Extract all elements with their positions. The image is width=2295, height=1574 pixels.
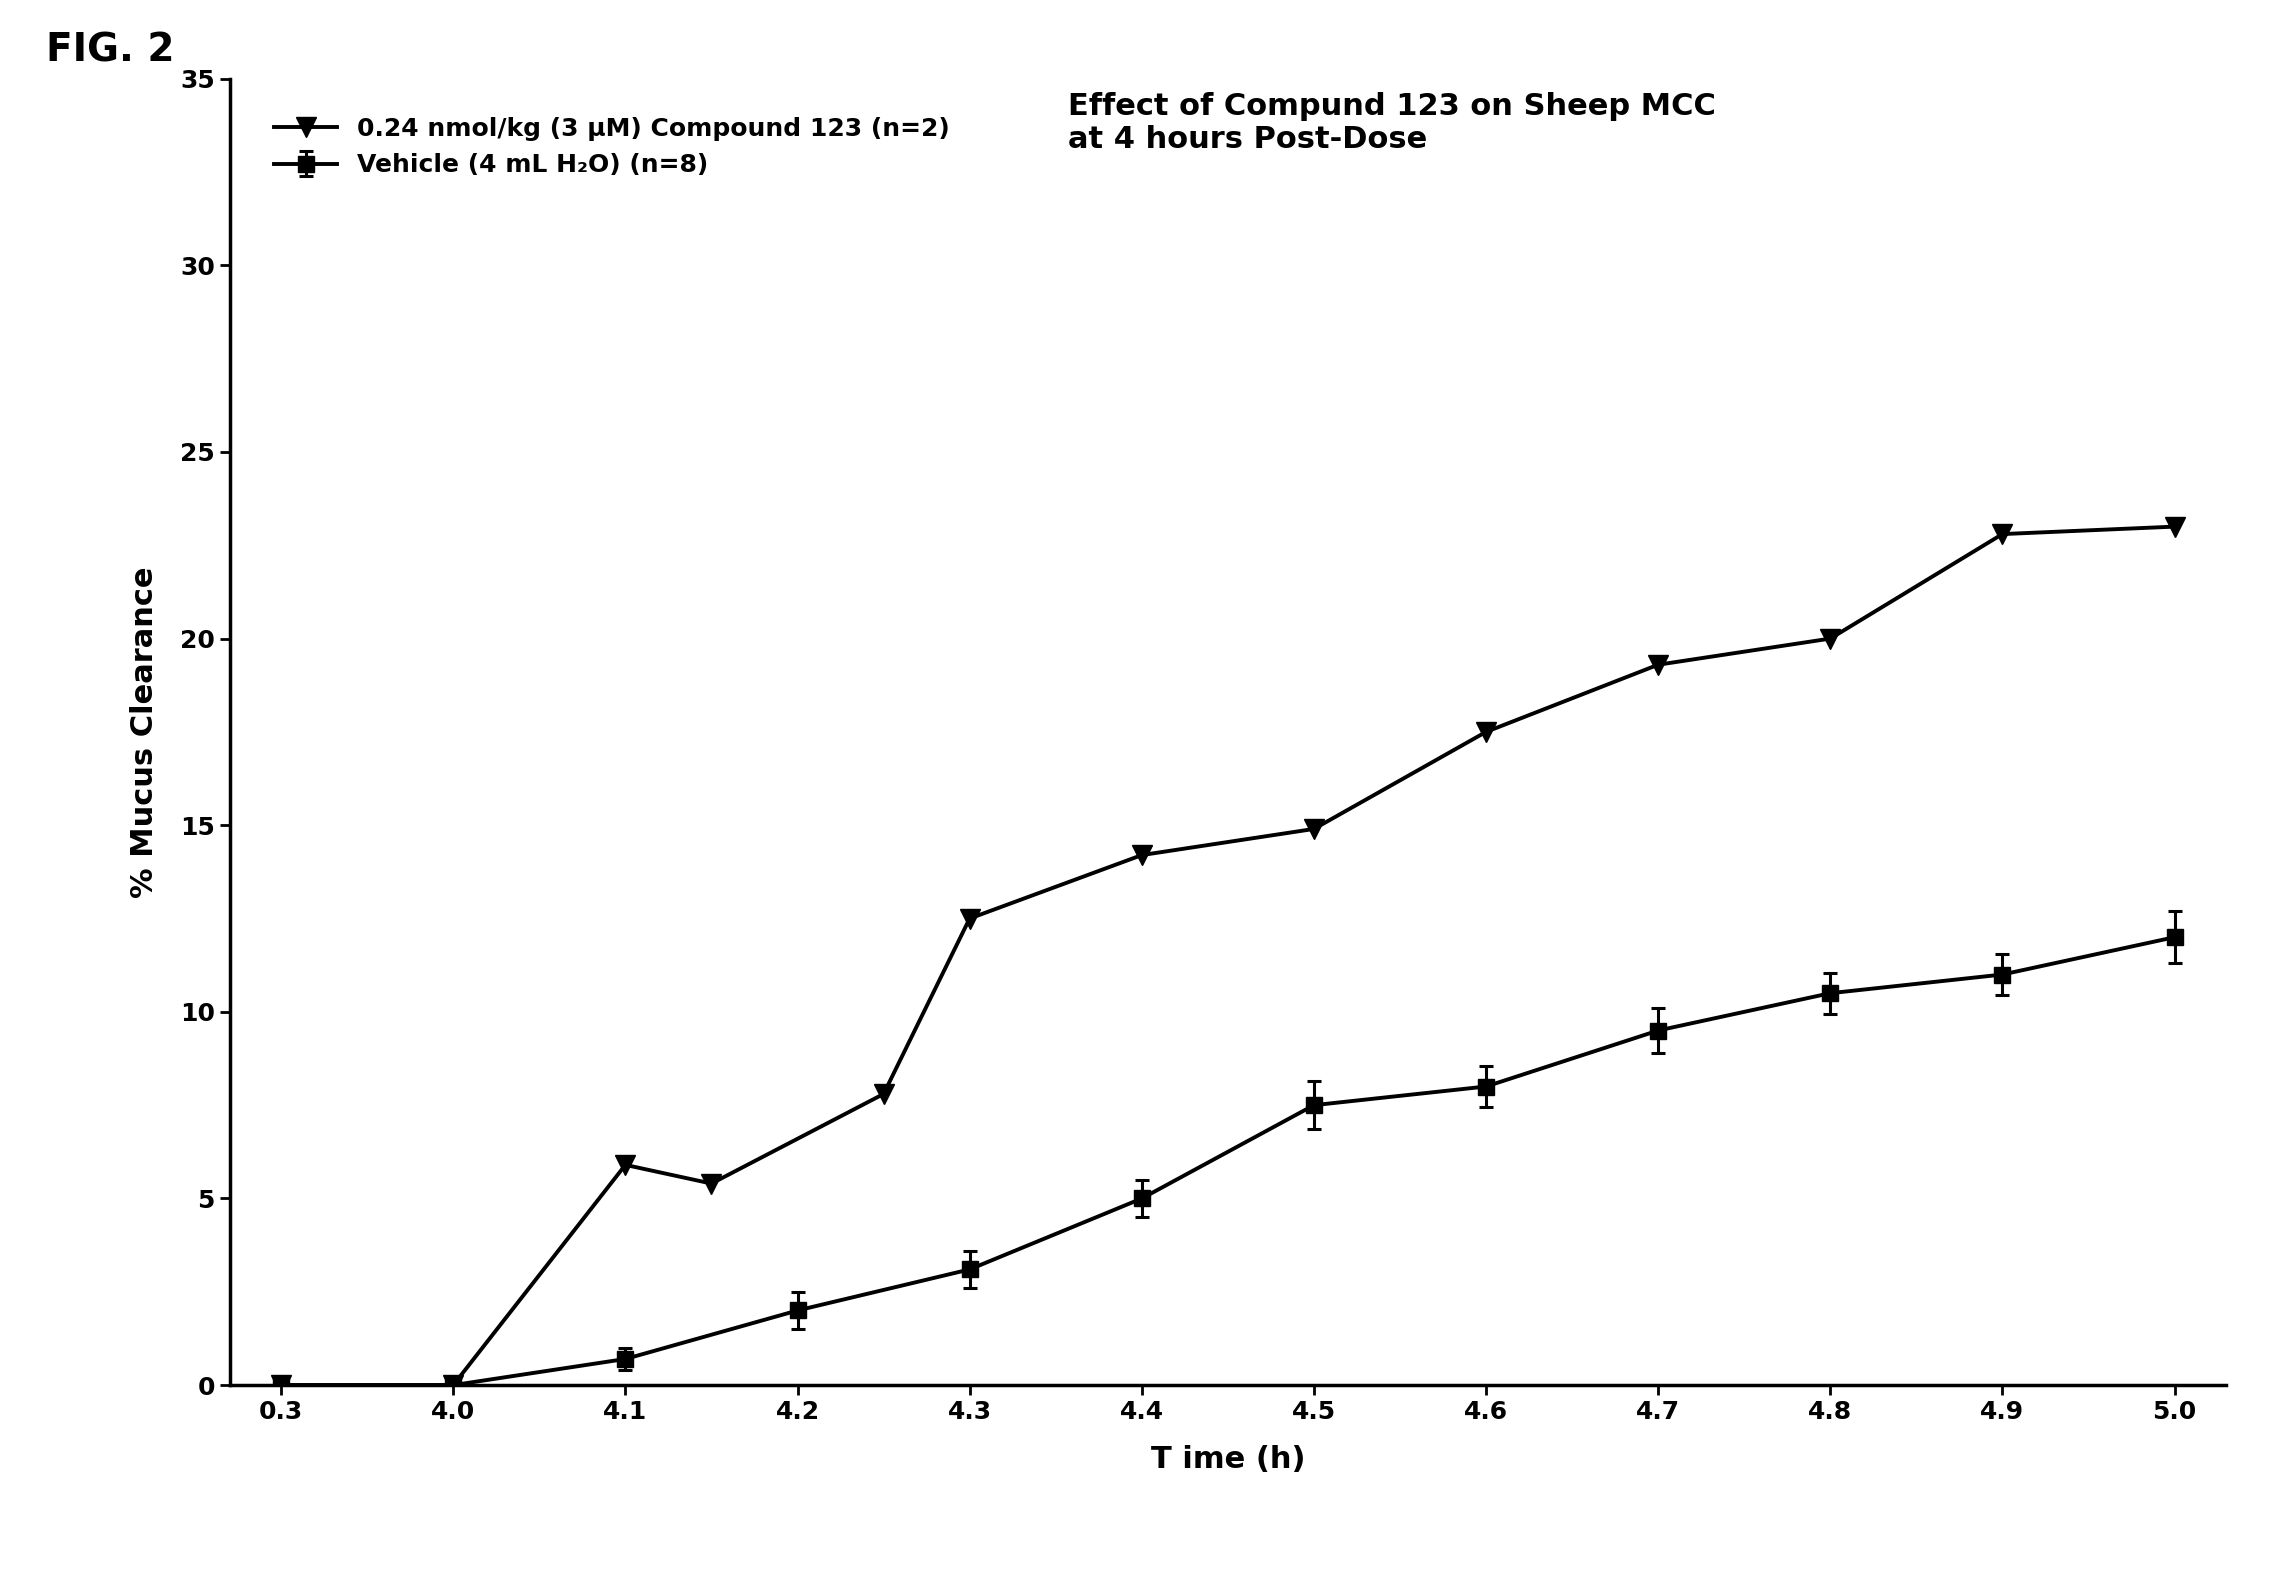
Y-axis label: % Mucus Clearance: % Mucus Clearance <box>131 567 158 897</box>
0.24 nmol/kg (3 μM) Compound 123 (n=2) <box>2160 518 2187 537</box>
0.24 nmol/kg (3 μM) Compound 123 (n=2) <box>266 1376 294 1395</box>
Text: FIG. 2: FIG. 2 <box>46 31 174 69</box>
0.24 nmol/kg (3 μM) Compound 123 (n=2) <box>1299 820 1327 839</box>
Line: 0.24 nmol/kg (3 μM) Compound 123 (n=2): 0.24 nmol/kg (3 μM) Compound 123 (n=2) <box>271 516 2185 1395</box>
0.24 nmol/kg (3 μM) Compound 123 (n=2) <box>955 910 982 929</box>
0.24 nmol/kg (3 μM) Compound 123 (n=2) <box>1646 655 1673 674</box>
0.24 nmol/kg (3 μM) Compound 123 (n=2) <box>1471 722 1499 741</box>
0.24 nmol/kg (3 μM) Compound 123 (n=2) <box>1815 630 1843 648</box>
X-axis label: T ime (h): T ime (h) <box>1150 1445 1306 1473</box>
Legend: 0.24 nmol/kg (3 μM) Compound 123 (n=2), Vehicle (4 mL H₂O) (n=8): 0.24 nmol/kg (3 μM) Compound 123 (n=2), … <box>262 104 962 190</box>
0.24 nmol/kg (3 μM) Compound 123 (n=2) <box>870 1084 897 1103</box>
0.24 nmol/kg (3 μM) Compound 123 (n=2) <box>1129 845 1157 864</box>
0.24 nmol/kg (3 μM) Compound 123 (n=2) <box>1990 524 2017 543</box>
0.24 nmol/kg (3 μM) Compound 123 (n=2) <box>610 1155 638 1174</box>
0.24 nmol/kg (3 μM) Compound 123 (n=2) <box>698 1174 725 1193</box>
0.24 nmol/kg (3 μM) Compound 123 (n=2) <box>438 1376 468 1395</box>
Text: Effect of Compund 123 on Sheep MCC
at 4 hours Post-Dose: Effect of Compund 123 on Sheep MCC at 4 … <box>1067 91 1717 154</box>
